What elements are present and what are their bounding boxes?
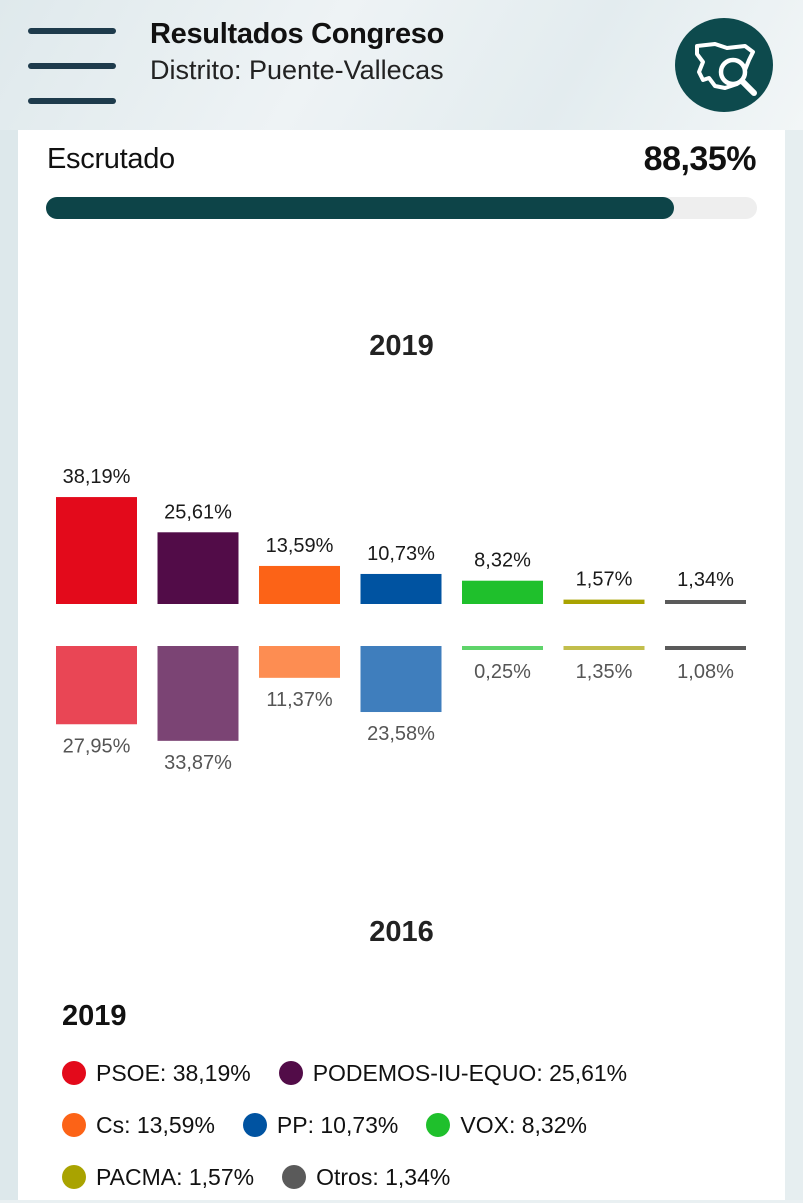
- legend-color-dot-icon: [62, 1165, 86, 1189]
- label-2019-pacma: 1,57%: [576, 569, 633, 591]
- bar-2019-vox: [462, 580, 543, 604]
- label-2019-psoe: 38,19%: [63, 466, 131, 488]
- legend-color-dot-icon: [62, 1113, 86, 1137]
- bar-2019-otros: [665, 600, 746, 604]
- legend-row: PACMA: 1,57% Otros: 1,34%: [62, 1151, 762, 1203]
- legend-label: Otros: 1,34%: [316, 1163, 451, 1190]
- legend-title: 2019: [62, 1000, 127, 1032]
- header-titles: Resultados Congreso Distrito: Puente-Val…: [150, 18, 444, 86]
- legend-item: PP: 10,73%: [242, 1111, 399, 1139]
- scrutiny-label: Escrutado: [47, 143, 175, 175]
- legend-color-dot-icon: [242, 1113, 267, 1137]
- legend-label: VOX: 8,32%: [460, 1111, 587, 1138]
- label-2016-pp: 23,58%: [367, 723, 435, 745]
- bar-2016-pp: [360, 646, 442, 713]
- page-title: Resultados Congreso: [150, 18, 445, 50]
- label-2016-pacma: 1,35%: [576, 661, 633, 683]
- legend-item: Cs: 13,59%: [62, 1112, 215, 1139]
- map-search-button[interactable]: [675, 18, 773, 112]
- legend-color-dot-icon: [282, 1165, 307, 1189]
- scrutiny-percentage: 88,35%: [643, 140, 757, 178]
- scrutiny-progress-bar: [46, 197, 757, 219]
- label-2016-vox: 0,25%: [474, 661, 531, 683]
- label-2019-otros: 1,34%: [677, 569, 734, 591]
- legend-label: PSOE: 38,19%: [96, 1059, 251, 1086]
- bar-2019-cs: [259, 565, 340, 604]
- legend-row: PSOE: 38,19% PODEMOS-IU-EQUO: 25,61%: [62, 1047, 762, 1099]
- legend-color-dot-icon: [278, 1061, 303, 1085]
- legend-item: PODEMOS-IU-EQUO: 25,61%: [278, 1059, 628, 1087]
- bar-2019-pp: [360, 573, 442, 604]
- bar-2016-pacma: [563, 646, 645, 650]
- label-2019-cs: 13,59%: [266, 535, 334, 557]
- year-2016-heading: 2016: [369, 916, 434, 948]
- label-2019-pp: 10,73%: [367, 543, 435, 565]
- legend-label: PODEMOS-IU-EQUO: 25,61%: [312, 1059, 628, 1086]
- label-2016-psoe: 27,95%: [63, 735, 131, 757]
- label-2019-podemos-iu-equo: 25,61%: [164, 501, 232, 523]
- map-search-icon: [695, 42, 757, 96]
- legend-item: PSOE: 38,19%: [62, 1060, 251, 1087]
- legend-item: VOX: 8,32%: [426, 1112, 587, 1139]
- legend-label: PACMA: 1,57%: [96, 1163, 255, 1190]
- label-2019-vox: 8,32%: [474, 550, 531, 572]
- bar-2019-psoe: [56, 497, 137, 604]
- menu-button[interactable]: [28, 28, 116, 104]
- bar-2016-podemos-iu-equo: [157, 646, 239, 741]
- legend-item: Otros: 1,34%: [282, 1164, 450, 1191]
- legend-item: PACMA: 1,57%: [62, 1164, 254, 1191]
- chart-legend: 2019 PSOE: 38,19% PODEMOS-IU-EQUO: 25,61%…: [62, 1000, 762, 1203]
- bar-2016-cs: [259, 646, 340, 678]
- app-header: Resultados Congreso Distrito: Puente-Val…: [0, 0, 803, 130]
- bar-2019-pacma: [563, 599, 645, 604]
- results-comparison-chart: 38,19% 27,95% 25,61% 33,87% 13,59% 11,37% 10,7…: [56, 466, 746, 774]
- label-2016-otros: 1,08%: [677, 661, 734, 683]
- legend-label: PP: 10,73%: [276, 1111, 399, 1138]
- bar-2016-otros: [665, 646, 746, 650]
- legend-color-dot-icon: [62, 1061, 86, 1085]
- hamburger-menu-icon: [28, 28, 116, 34]
- bar-2016-vox: [462, 646, 543, 650]
- legend-color-dot-icon: [426, 1113, 451, 1137]
- district-subtitle: Distrito: Puente-Vallecas: [150, 55, 444, 85]
- label-2016-cs: 11,37%: [266, 689, 333, 711]
- scrutiny-progress-fill: [46, 197, 675, 219]
- label-2016-podemos-iu-equo: 33,87%: [164, 752, 232, 774]
- legend-label: Cs: 13,59%: [96, 1111, 215, 1138]
- bar-2016-psoe: [56, 646, 137, 725]
- legend-row: Cs: 13,59% PP: 10,73% VOX: 8,32%: [62, 1099, 762, 1151]
- year-2019-heading: 2019: [369, 330, 434, 362]
- bar-2019-podemos-iu-equo: [157, 532, 239, 604]
